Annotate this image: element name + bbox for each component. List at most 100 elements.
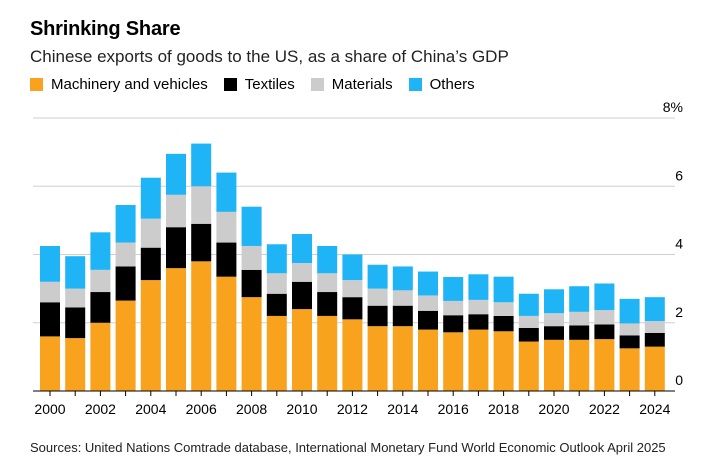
y-tick-label: 8% (663, 99, 683, 115)
bar-segment (191, 143, 212, 187)
bar-segment (140, 218, 161, 248)
bar-segment (40, 336, 60, 391)
x-tick-label: 2010 (286, 401, 317, 417)
bar-segment (594, 339, 615, 391)
bar-segment (443, 315, 464, 333)
bar-segment (191, 223, 212, 262)
bar-segment (594, 324, 615, 340)
bar-segment (493, 302, 514, 316)
bar-segment (367, 288, 388, 306)
bar-segment (317, 292, 338, 316)
x-tick-label: 2002 (85, 401, 116, 417)
legend-label-machinery: Machinery and vehicles (51, 76, 208, 93)
bar-segment (569, 325, 590, 340)
bar-segment (65, 256, 86, 289)
bar-segment (241, 206, 262, 246)
bar-segment (216, 276, 237, 391)
bar-segment (619, 298, 640, 324)
bar-segment (115, 300, 136, 391)
bar-segment (644, 332, 665, 347)
bar-segment (468, 329, 489, 391)
bar-segment (241, 245, 262, 270)
bar-segment (518, 293, 539, 316)
bar-segment (342, 297, 363, 320)
legend-item-machinery: Machinery and vehicles (30, 76, 208, 93)
x-tick-label: 2016 (438, 401, 469, 417)
x-tick-label: 2004 (135, 401, 166, 417)
bar-segment (544, 339, 564, 391)
bar-segment (544, 289, 564, 314)
bar-segment (367, 326, 388, 391)
bar-segment (292, 309, 312, 391)
bar-segment (90, 269, 111, 293)
bar-segment (216, 211, 237, 243)
x-tick-label: 2006 (186, 401, 217, 417)
bar-segment (468, 274, 489, 300)
bar-segment (619, 335, 640, 349)
bar-segment (65, 288, 86, 308)
y-tick-label: 0 (675, 372, 683, 388)
bar-segment (317, 273, 338, 293)
bar-segment (266, 244, 287, 274)
bar-segment (392, 290, 413, 306)
bar-segment (40, 302, 60, 337)
bar-segment (166, 194, 186, 228)
bar-segment (418, 310, 438, 330)
bar-segment (216, 242, 237, 277)
bar-segment (166, 268, 186, 391)
legend-swatch-materials (310, 78, 324, 91)
x-tick-label: 2022 (589, 401, 620, 417)
bar-segment (40, 281, 60, 303)
bar-segment (493, 315, 514, 332)
x-tick-label: 2020 (538, 401, 569, 417)
bar-segment (418, 329, 438, 391)
y-tick-label: 4 (675, 236, 683, 252)
bar-segment (216, 172, 237, 212)
bar-segment (443, 277, 464, 301)
x-tick-label: 2000 (34, 401, 65, 417)
bar-segment (191, 186, 212, 224)
bar-segment (191, 261, 212, 391)
legend-label-others: Others (429, 76, 475, 93)
bar-segment (569, 311, 590, 326)
bar-segment (115, 266, 136, 301)
x-tick-label: 2014 (387, 401, 418, 417)
legend-item-others: Others (408, 76, 475, 93)
legend: Machinery and vehicles Textiles Material… (30, 76, 491, 93)
bar-segment (367, 305, 388, 327)
bar-segment (443, 332, 464, 391)
x-tick-label: 2012 (337, 401, 368, 417)
bar-segment (140, 177, 161, 219)
bar-segment (644, 321, 665, 333)
bar-segment (140, 247, 161, 281)
bar-segment (518, 341, 539, 391)
bar-segment (342, 254, 363, 281)
bar-segment (241, 297, 262, 391)
bar-segment (544, 326, 564, 340)
bar-segment (544, 313, 564, 327)
bar-segment (266, 273, 287, 294)
y-tick-label: 2 (675, 304, 683, 320)
bar-segment (90, 292, 111, 323)
legend-swatch-textiles (223, 78, 237, 91)
bar-segment (342, 280, 363, 298)
bar-segment (317, 245, 338, 274)
bar-segment (644, 346, 665, 391)
bar-segment (65, 307, 86, 339)
bar-segment (292, 263, 312, 282)
bar-segment (115, 205, 136, 243)
bar-segment (644, 297, 665, 322)
bar-segment (342, 319, 363, 391)
bar-segment (266, 315, 287, 391)
bar-segment (241, 269, 262, 298)
bar-segment (468, 299, 489, 315)
bar-segment (90, 232, 111, 270)
y-tick-label: 6 (675, 167, 683, 183)
bar-segment (166, 153, 186, 195)
bar-segment (418, 271, 438, 296)
source-note: Sources: United Nations Comtrade databas… (30, 440, 666, 455)
legend-label-textiles: Textiles (244, 76, 295, 93)
x-tick-label: 2018 (488, 401, 519, 417)
bar-segment (493, 331, 514, 391)
bar-segment (594, 310, 615, 325)
